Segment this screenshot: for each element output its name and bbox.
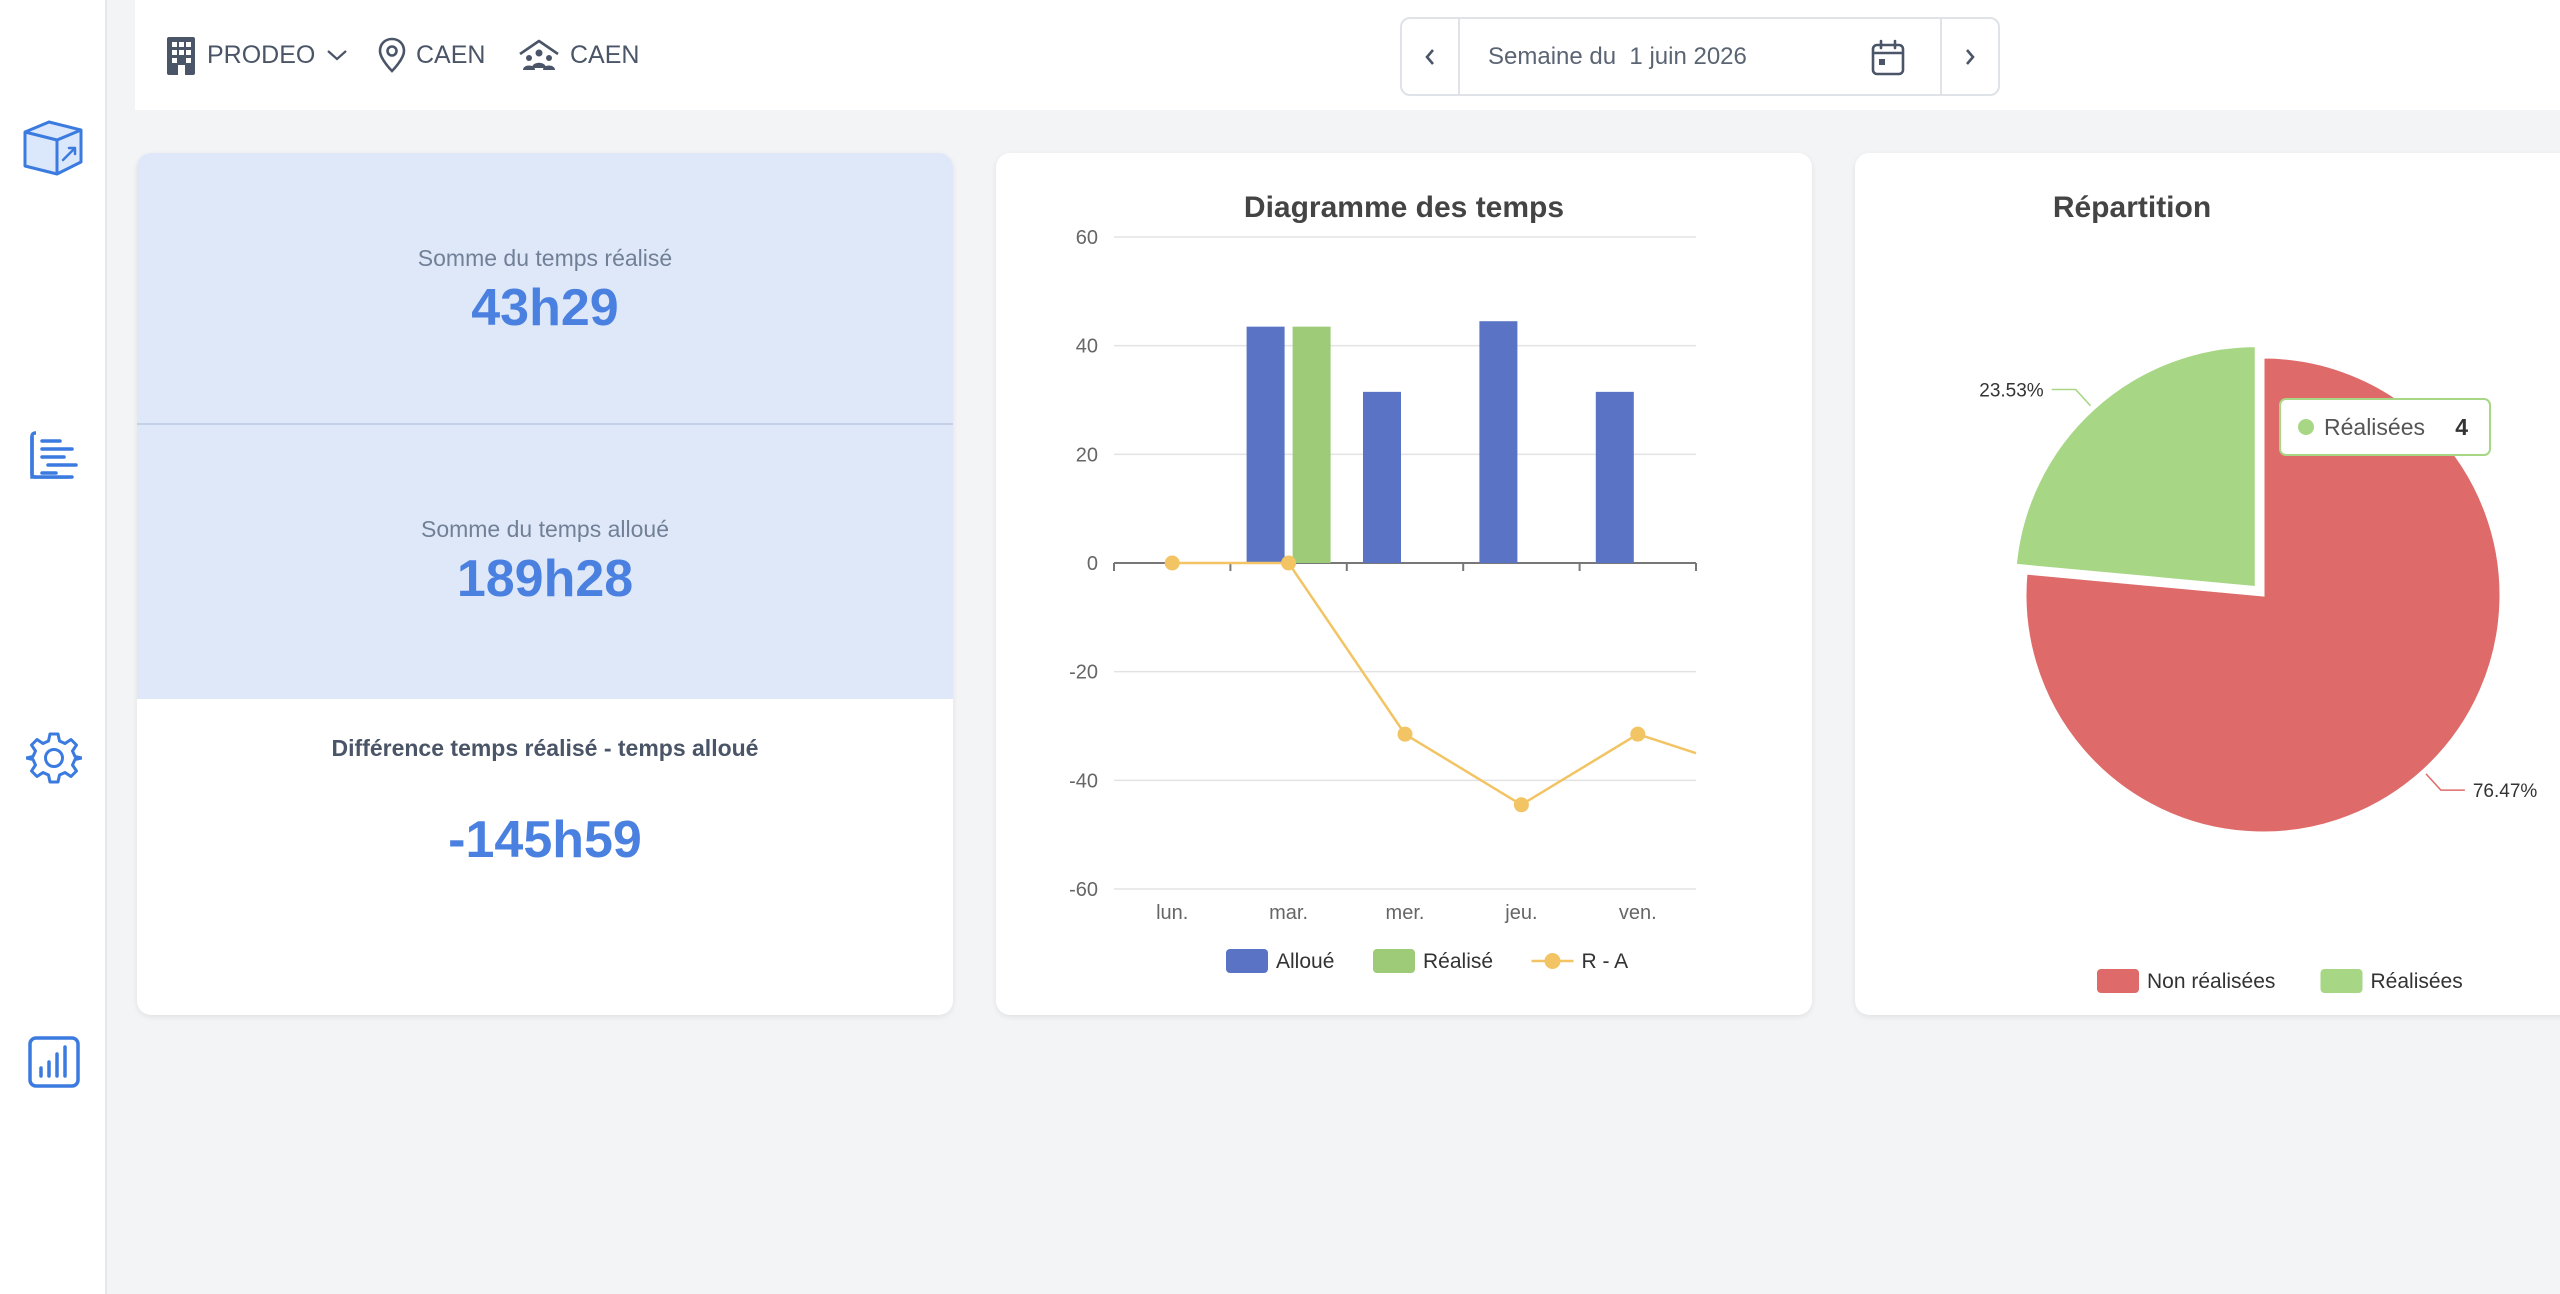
realise-value: 43h29 <box>471 279 619 337</box>
company-name: PRODEO <box>207 40 316 69</box>
chevron-left-icon <box>1425 48 1434 65</box>
difference-stat: Différence temps réalisé - temps alloué … <box>137 735 953 870</box>
x-tick-label: jeu. <box>1504 902 1537 924</box>
pie-percent-label: 76.47% <box>2473 781 2538 802</box>
pie-slice-realisees <box>2013 344 2258 590</box>
time-chart-card: Diagramme des temps 60 40 20 0 -20 -40 -60 lun.… <box>996 153 1812 1015</box>
y-tick-label: 20 <box>1076 444 1098 466</box>
y-tick-label: 40 <box>1076 336 1098 358</box>
legend-label: Non réalisées <box>2147 970 2275 993</box>
alloue-panel <box>137 425 953 699</box>
x-tick-label: mer. <box>1386 902 1425 924</box>
summary-divider <box>137 423 953 425</box>
week-navigator: Semaine du 1 juin 2026 <box>1400 17 2000 96</box>
week-label: Semaine du 1 juin 2026 <box>1488 42 1747 70</box>
week-date-field[interactable]: Semaine du 1 juin 2026 <box>1460 19 1940 94</box>
point-r-minus-a <box>1397 726 1413 742</box>
nav-settings-gear-icon[interactable] <box>0 718 107 798</box>
bar-alloué <box>1246 326 1285 563</box>
location-selector[interactable]: CAEN <box>378 30 485 80</box>
y-tick-label: 60 <box>1076 227 1098 249</box>
pie-label-leader <box>2425 773 2465 791</box>
point-r-minus-a <box>1164 555 1180 571</box>
summary-card: Somme du temps réalisé 43h29 Somme du te… <box>137 153 953 1015</box>
legend-swatch <box>2097 969 2139 993</box>
team-name: CAEN <box>570 40 640 69</box>
bar-alloué <box>1479 321 1518 563</box>
sidebar <box>0 0 107 1294</box>
alloue-label: Somme du temps alloué <box>420 516 669 542</box>
nav-home-box-icon[interactable] <box>0 108 107 188</box>
line-r-minus-a <box>1172 561 1697 807</box>
legend-label: Réalisées <box>2371 970 2463 993</box>
realise-stat: Somme du temps réalisé 43h29 <box>137 245 953 338</box>
x-tick-label: mar. <box>1269 902 1308 924</box>
nav-stats-chart-icon[interactable] <box>0 1022 107 1102</box>
realise-label: Somme du temps réalisé <box>417 245 673 271</box>
team-house-icon <box>519 39 559 70</box>
point-r-minus-a <box>1513 797 1529 813</box>
company-selector[interactable]: PRODEO <box>165 30 359 80</box>
top-bar: PRODEO CAEN CAEN Semaine du <box>135 0 2560 110</box>
team-selector[interactable]: CAEN <box>518 30 639 80</box>
bar-alloué <box>1595 391 1634 563</box>
pie-tooltip-value: 4 <box>2455 414 2468 440</box>
repartition-card: Répartition 76.47% 23.53% Réalisées 4 Non ré… <box>1855 153 2560 1015</box>
pie-tooltip-name: Réalisées <box>2324 414 2425 440</box>
legend-swatch <box>2320 969 2363 993</box>
legend-swatch <box>1226 949 1268 973</box>
repartition-chart: 76.47% 23.53% Réalisées 4 Non réalisées Réali… <box>1979 344 2538 993</box>
building-icon <box>167 37 195 75</box>
x-tick-label: lun. <box>1156 902 1188 924</box>
pie-label-leader <box>2051 388 2092 407</box>
legend-label: Alloué <box>1276 950 1334 973</box>
pie-percent-label: 23.53% <box>1979 381 2044 402</box>
previous-week-button[interactable] <box>1402 19 1460 94</box>
calendar-icon[interactable] <box>1870 39 1906 77</box>
legend-label: R - A <box>1582 950 1629 973</box>
realise-panel <box>137 153 953 423</box>
chevron-right-icon <box>1966 48 1975 65</box>
y-tick-label: -20 <box>1069 662 1098 684</box>
location-name: CAEN <box>416 40 486 69</box>
bar-réalisé <box>1292 326 1331 563</box>
time-chart-title: Diagramme des temps <box>1243 191 1565 224</box>
alloue-stat: Somme du temps alloué 189h28 <box>137 516 953 609</box>
nav-planning-icon[interactable] <box>0 415 107 495</box>
pie-tooltip <box>2279 398 2491 456</box>
next-week-button[interactable] <box>1940 19 1998 94</box>
alloue-value: 189h28 <box>456 550 634 608</box>
difference-label: Différence temps réalisé - temps alloué <box>331 735 759 761</box>
location-pin-icon <box>378 37 406 73</box>
legend-swatch <box>1373 949 1415 973</box>
legend-label: Réalisé <box>1423 950 1493 973</box>
time-chart: 60 40 20 0 -20 -40 -60 lun. mar. mer. jeu. ven. Allo… <box>1069 227 1697 973</box>
legend-swatch-marker <box>1544 953 1561 969</box>
y-tick-label: -60 <box>1069 879 1098 901</box>
point-r-minus-a <box>1281 555 1297 571</box>
repartition-title: Répartition <box>2052 191 2212 224</box>
chevron-down-icon <box>327 50 348 61</box>
bar-alloué <box>1363 391 1401 563</box>
y-tick-label: -40 <box>1069 770 1098 792</box>
y-tick-label: 0 <box>1087 553 1098 575</box>
difference-value: -145h59 <box>448 811 642 869</box>
point-r-minus-a <box>1630 726 1646 742</box>
pie-tooltip-marker <box>2298 419 2314 435</box>
x-tick-label: ven. <box>1619 902 1657 924</box>
